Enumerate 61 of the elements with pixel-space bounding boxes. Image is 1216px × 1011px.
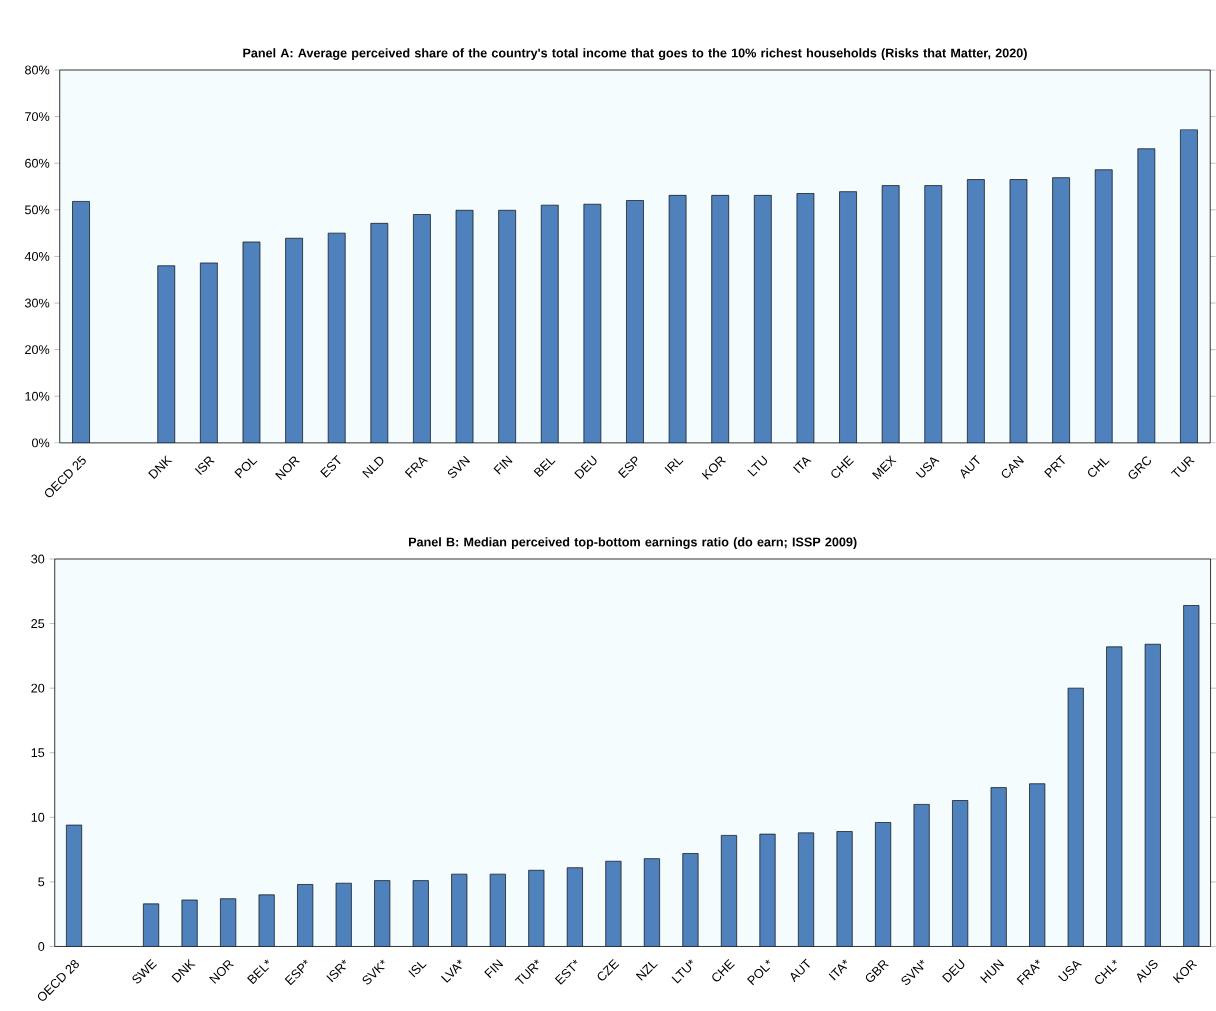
bar	[220, 898, 237, 947]
bar	[798, 832, 815, 947]
y-tick-label: 0	[38, 941, 45, 951]
chart-title: Panel A: Average perceived share of the country's total income that goes to the 10% richest households (Risks that Matter, 2020)	[243, 48, 1027, 60]
y-tick-label: 60%	[25, 158, 50, 168]
x-tick-label: USA	[915, 457, 940, 478]
bar	[913, 803, 930, 947]
bar	[1106, 646, 1123, 947]
x-tick-label: IRL	[664, 458, 684, 474]
y-tick-label: 20	[31, 683, 45, 693]
y-tick-label: 50%	[24, 205, 50, 215]
bar	[143, 903, 160, 947]
x-tick-label: FIN	[484, 959, 504, 979]
y-tick-label: 0%	[32, 438, 50, 448]
bar	[952, 800, 969, 947]
x-tick-label: USA	[1058, 960, 1082, 982]
y-tick-label: 10	[31, 812, 45, 822]
bar	[1067, 687, 1084, 947]
x-tick-label: FRA	[404, 457, 429, 478]
bar	[1183, 605, 1200, 947]
bar	[489, 873, 506, 947]
bar	[374, 880, 391, 947]
x-tick-label: NZL	[635, 961, 658, 981]
y-tick-label: 20%	[25, 345, 50, 355]
y-tick-label: 70%	[25, 112, 50, 121]
bar	[566, 867, 583, 947]
y-tick-label: 25	[31, 619, 45, 628]
y-tick-label: 30%	[24, 298, 50, 308]
bar	[875, 822, 892, 947]
bar	[335, 882, 352, 947]
x-tick-label: ITA	[793, 457, 812, 474]
y-tick-label: 10%	[25, 391, 50, 401]
x-tick-label: FIN	[493, 455, 513, 475]
x-tick-label: BEL	[533, 458, 556, 477]
bar	[297, 884, 314, 947]
x-tick-label: POL	[234, 458, 258, 479]
chart-title: Panel B: Median perceived top-bottom earnings ratio (do earn; ISSP 2009)	[409, 537, 857, 549]
bar	[643, 858, 660, 947]
y-tick-label: 40%	[24, 251, 50, 261]
bar	[990, 787, 1007, 947]
bar	[258, 894, 275, 947]
y-tick-label: 30	[31, 554, 45, 564]
y-tick-label: 80%	[25, 65, 50, 75]
x-tick-label: ISR	[194, 456, 215, 475]
bar	[605, 860, 622, 947]
bar	[65, 824, 83, 947]
bar	[720, 834, 738, 947]
y-tick-label: 5	[38, 877, 45, 887]
bar	[1144, 643, 1161, 947]
x-tick-label: ISL	[408, 961, 427, 978]
bar	[1029, 783, 1046, 947]
y-tick-label: 15	[31, 748, 45, 758]
bar	[759, 833, 776, 947]
x-tick-label: CHL	[1087, 458, 1110, 477]
bar	[451, 873, 468, 947]
bar	[682, 853, 699, 947]
bar	[412, 880, 429, 947]
bar	[528, 869, 545, 947]
bar	[181, 899, 198, 947]
x-tick-label: TUR	[1170, 456, 1195, 477]
bar	[836, 831, 853, 947]
